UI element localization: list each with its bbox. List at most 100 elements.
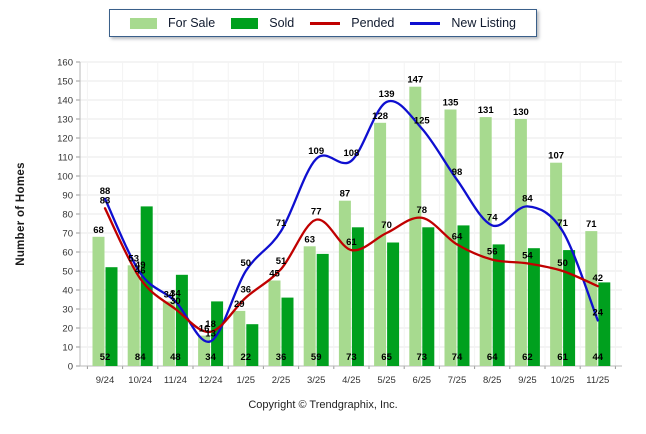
pended-line	[103, 207, 599, 333]
for-sale-value-label: 107	[548, 151, 564, 162]
x-axis-label: 6/25	[413, 375, 432, 386]
legend: For Sale Sold Pended New Listing	[108, 9, 538, 37]
legend-item-new-listing: New Listing	[410, 16, 516, 30]
bar-for-sale	[585, 231, 598, 366]
y-tick-label: 50	[62, 267, 73, 278]
legend-label-pended: Pended	[351, 16, 395, 30]
legend-item-pended: Pended	[310, 16, 394, 30]
new-listing-value-label: 34	[170, 288, 181, 299]
bar-sold	[457, 225, 470, 366]
new-listing-value-label: 71	[557, 218, 568, 229]
bar-sold	[246, 324, 259, 366]
bar-sold	[316, 253, 329, 366]
y-tick-label: 40	[62, 286, 73, 297]
pended-value-label: 30	[170, 296, 181, 307]
for-sale-swatch-icon	[129, 17, 157, 29]
new-listing-value-label: 74	[487, 212, 498, 223]
pended-value-label: 36	[241, 285, 252, 296]
new-listing-line	[103, 99, 599, 343]
y-tick-label: 90	[62, 191, 73, 202]
new-listing-value-label: 88	[100, 186, 111, 197]
pended-value-label: 61	[346, 237, 357, 248]
x-axis-label: 7/25	[448, 375, 467, 386]
for-sale-value-label: 71	[586, 219, 597, 230]
y-tick-label: 10	[62, 343, 73, 354]
sold-value-label: 73	[346, 352, 357, 363]
x-axis-label: 11/24	[164, 375, 187, 386]
new-listing-value-label: 84	[522, 193, 533, 204]
x-axis-label: 1/25	[237, 375, 256, 386]
sold-value-label: 22	[241, 352, 252, 363]
pended-value-label: 78	[417, 205, 428, 216]
pended-line-swatch-icon	[310, 21, 341, 25]
x-axis-label: 11/25	[586, 375, 609, 386]
sold-value-label: 84	[135, 352, 146, 363]
bar-sold	[105, 267, 118, 366]
pended-value-label: 70	[381, 220, 392, 231]
x-axis-label: 8/25	[483, 375, 502, 386]
y-tick-label: 150	[57, 77, 73, 88]
x-axis-label: 3/25	[307, 375, 326, 386]
y-tick-label: 140	[57, 96, 73, 107]
bar-sold	[598, 282, 611, 366]
y-tick-label: 0	[68, 362, 73, 373]
sold-value-label: 48	[170, 352, 181, 363]
bar-for-sale	[479, 117, 492, 366]
new-listing-line-swatch-icon	[410, 21, 441, 25]
bar-for-sale	[374, 122, 387, 366]
y-tick-label: 120	[57, 134, 73, 145]
pended-value-label: 56	[487, 247, 498, 258]
new-listing-value-label: 24	[593, 307, 604, 318]
legend-item-sold: Sold	[231, 16, 294, 30]
for-sale-value-label: 45	[269, 269, 280, 280]
new-listing-value-label: 71	[276, 218, 287, 229]
sold-value-label: 52	[100, 352, 111, 363]
pended-value-label: 42	[593, 273, 604, 284]
bar-for-sale	[127, 265, 140, 366]
for-sale-value-label: 87	[340, 189, 351, 200]
y-tick-label: 20	[62, 324, 73, 335]
bar-for-sale	[338, 200, 351, 366]
sold-value-label: 59	[311, 352, 322, 363]
bar-for-sale	[233, 310, 246, 366]
for-sale-value-label: 128	[372, 111, 388, 122]
sold-value-label: 73	[417, 352, 428, 363]
new-listing-value-label: 98	[452, 167, 463, 178]
for-sale-value-label: 130	[513, 107, 529, 118]
sold-value-label: 64	[487, 352, 498, 363]
x-axis-label: 2/25	[272, 375, 291, 386]
bar-for-sale	[198, 335, 211, 366]
new-listing-value-label: 139	[379, 89, 395, 100]
y-tick-label: 70	[62, 229, 73, 240]
pended-value-label: 50	[557, 258, 568, 269]
for-sale-value-label: 135	[443, 98, 460, 109]
for-sale-value-label: 53	[128, 253, 139, 264]
bar-sold	[492, 244, 505, 366]
bar-for-sale	[550, 162, 563, 366]
legend-label-new-listing: New Listing	[451, 16, 517, 30]
for-sale-value-label: 29	[234, 299, 245, 310]
x-axis-label: 4/25	[342, 375, 361, 386]
sold-value-label: 34	[205, 352, 216, 363]
y-tick-label: 60	[62, 248, 73, 259]
x-axis-label: 12/24	[199, 375, 223, 386]
pended-value-label: 51	[276, 256, 287, 267]
new-listing-value-label: 108	[343, 148, 359, 159]
for-sale-value-label: 63	[304, 234, 315, 245]
for-sale-value-label: 147	[407, 75, 423, 86]
bar-for-sale	[268, 280, 281, 366]
sold-value-label: 36	[276, 352, 287, 363]
y-tick-label: 130	[57, 115, 73, 126]
bar-sold	[527, 248, 540, 366]
bar-sold	[175, 274, 188, 366]
bar-sold	[351, 227, 364, 366]
y-tick-label: 100	[57, 172, 73, 183]
bar-for-sale	[92, 236, 105, 366]
for-sale-value-label: 34	[164, 289, 175, 300]
pended-value-label: 64	[452, 231, 463, 242]
x-axis-label: 5/25	[377, 375, 396, 386]
y-tick-label: 160	[57, 58, 73, 69]
legend-item-for-sale: For Sale	[129, 16, 215, 30]
